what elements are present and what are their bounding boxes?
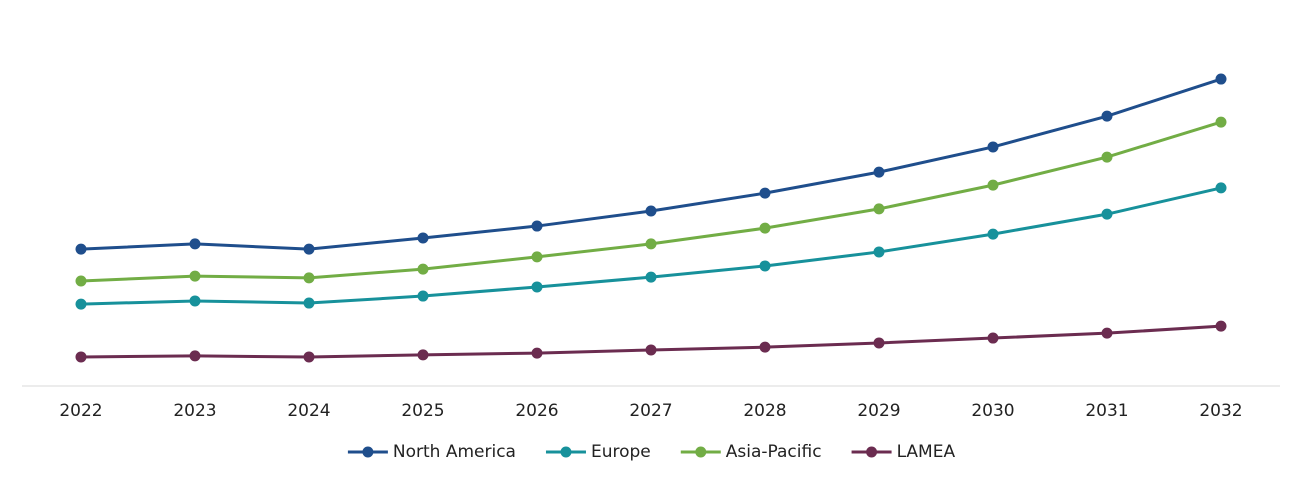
x-tick-label: 2023 <box>173 401 216 421</box>
data-point <box>987 228 999 240</box>
data-point <box>531 281 543 293</box>
legend-marker <box>560 446 572 458</box>
data-point <box>531 347 543 359</box>
data-point <box>303 297 315 309</box>
data-point <box>873 337 885 349</box>
data-point <box>189 350 201 362</box>
legend-marker <box>866 446 878 458</box>
x-tick-label: 2022 <box>59 401 102 421</box>
data-point <box>1101 110 1113 122</box>
data-point <box>759 341 771 353</box>
data-point <box>645 238 657 250</box>
x-tick-label: 2024 <box>287 401 330 421</box>
data-point <box>759 187 771 199</box>
data-point <box>189 295 201 307</box>
data-point <box>189 270 201 282</box>
legend-label: North America <box>393 442 516 462</box>
x-tick-label: 2027 <box>629 401 672 421</box>
data-point <box>303 272 315 284</box>
legend-label: Asia-Pacific <box>726 442 822 462</box>
data-point <box>1101 151 1113 163</box>
legend-marker <box>362 446 374 458</box>
data-point <box>417 290 429 302</box>
data-point <box>1101 208 1113 220</box>
x-tick-label: 2029 <box>857 401 900 421</box>
data-point <box>531 220 543 232</box>
data-point <box>417 263 429 275</box>
data-point <box>1215 116 1227 128</box>
x-tick-label: 2028 <box>743 401 786 421</box>
data-point <box>987 332 999 344</box>
data-point <box>645 205 657 217</box>
data-point <box>531 251 543 263</box>
x-tick-label: 2026 <box>515 401 558 421</box>
data-point <box>75 243 87 255</box>
data-point <box>873 203 885 215</box>
data-point <box>987 179 999 191</box>
legend-marker <box>695 446 707 458</box>
data-point <box>987 141 999 153</box>
data-point <box>75 351 87 363</box>
x-tick-label: 2030 <box>971 401 1014 421</box>
data-point <box>1215 182 1227 194</box>
data-point <box>75 298 87 310</box>
data-point <box>75 275 87 287</box>
data-point <box>417 232 429 244</box>
data-point <box>645 344 657 356</box>
legend-label: Europe <box>591 442 651 462</box>
data-point <box>759 222 771 234</box>
data-point <box>759 260 771 272</box>
data-point <box>417 349 429 361</box>
series-line <box>80 120 1222 283</box>
data-point <box>1101 327 1113 339</box>
data-point <box>303 351 315 363</box>
legend-label: LAMEA <box>897 442 956 462</box>
data-point <box>303 243 315 255</box>
data-point <box>645 271 657 283</box>
data-point <box>873 166 885 178</box>
data-point <box>1215 73 1227 85</box>
data-point <box>1215 320 1227 332</box>
x-tick-label: 2031 <box>1085 401 1128 421</box>
data-point <box>873 246 885 258</box>
x-tick-label: 2025 <box>401 401 444 421</box>
x-tick-label: 2032 <box>1199 401 1242 421</box>
data-point <box>189 238 201 250</box>
